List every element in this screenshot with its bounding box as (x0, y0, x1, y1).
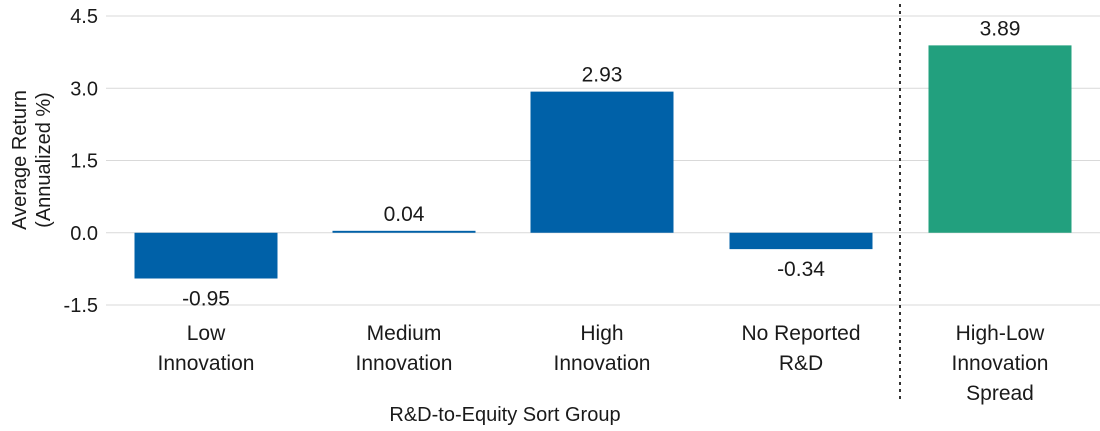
category-label-line: High-Low (956, 322, 1046, 345)
category-label: No Reported R&D (741, 322, 860, 375)
category-label: High Innovation (554, 322, 651, 375)
bar (530, 91, 674, 233)
category-label: Medium Innovation (356, 322, 453, 375)
y-axis-label: Average Return (Annualized %) (9, 90, 55, 230)
category-label-line: Innovation (158, 352, 255, 375)
y-tick-label: 4.5 (70, 6, 98, 28)
data-labels: -0.95 0.04 2.93 -0.34 3.89 (182, 17, 1020, 310)
category-label-line: R&D (779, 352, 823, 375)
category-label-line: Innovation (952, 352, 1049, 375)
y-tick-label: 1.5 (70, 151, 98, 173)
category-label: High-Low Innovation Spread (952, 322, 1049, 405)
x-axis-label: R&D-to-Equity Sort Group (389, 404, 620, 426)
y-tick-label: 0.0 (70, 223, 98, 245)
category-label-line: Low (187, 322, 226, 345)
y-axis-ticks: 4.5 3.0 1.5 0.0 -1.5 (64, 6, 98, 317)
bars (134, 45, 1072, 279)
category-label-line: Innovation (554, 352, 651, 375)
bar (332, 230, 476, 233)
category-label: Low Innovation (158, 322, 255, 375)
y-tick-label: -1.5 (64, 295, 98, 317)
category-labels: Low Innovation Medium Innovation High Innovat… (158, 322, 1049, 405)
y-tick-label: 3.0 (70, 78, 98, 100)
category-label-line: Spread (966, 382, 1034, 405)
category-label-line: Innovation (356, 352, 453, 375)
data-label: 3.89 (980, 17, 1021, 40)
bar (729, 232, 873, 250)
data-label: 2.93 (582, 64, 623, 87)
category-label-line: Medium (367, 322, 442, 345)
bar (134, 232, 278, 279)
data-label: -0.95 (182, 288, 230, 311)
y-axis-label-line: (Annualized %) (33, 92, 55, 228)
category-label-line: No Reported (741, 322, 860, 345)
data-label: 0.04 (384, 203, 425, 226)
y-axis-label-line: Average Return (9, 90, 31, 230)
bar (928, 45, 1072, 233)
category-label-line: High (580, 322, 623, 345)
data-label: -0.34 (777, 258, 825, 281)
